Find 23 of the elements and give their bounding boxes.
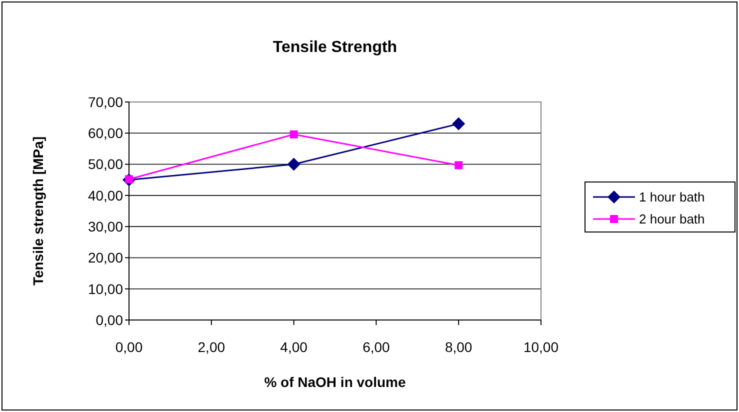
point	[452, 117, 466, 130]
x-tick-label: 4,00	[280, 339, 308, 355]
y-tick-label: 70,00	[88, 94, 124, 110]
y-tick-label: 50,00	[88, 156, 124, 172]
x-tick-label: 6,00	[362, 339, 390, 355]
y-tick-label: 10,00	[88, 280, 124, 297]
chart-title: Tensile Strength	[272, 39, 398, 56]
y-tick-label: 30,00	[88, 218, 124, 234]
y-axis-title: Tensile strength [MPa]	[30, 136, 46, 286]
point	[287, 158, 300, 171]
y-tick-label: 40,00	[88, 187, 124, 204]
x-tick-label: 0,00	[115, 339, 143, 355]
legend-label: 1 hour bath	[639, 190, 705, 205]
x-axis-title: % of NaOH in volume	[264, 374, 406, 390]
y-tick-label: 20,00	[88, 250, 124, 266]
x-tick-label: 8,00	[444, 339, 472, 355]
legend-label: 2 hour bath	[639, 212, 705, 227]
x-tick-label: 2,00	[198, 339, 226, 355]
x-tick-label: 10,00	[523, 339, 559, 355]
y-tick-label: 0,00	[96, 312, 124, 328]
y-tick-label: 60,00	[88, 125, 124, 142]
point	[290, 130, 298, 138]
point	[454, 161, 463, 170]
